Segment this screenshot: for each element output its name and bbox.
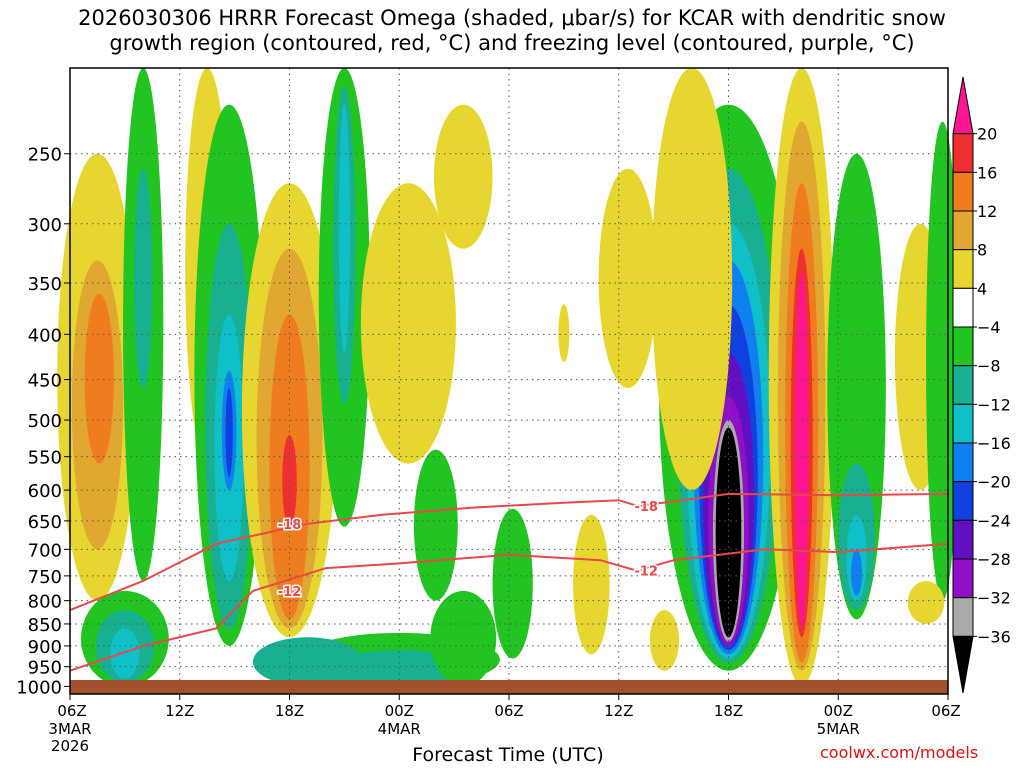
contour-label-0-0: -18	[278, 518, 302, 533]
contour-label-1-0: -12	[278, 585, 302, 600]
omega-region-21	[360, 183, 456, 464]
colorbar-label-11: −28	[977, 550, 1011, 569]
colorbar-segment-11	[952, 519, 974, 560]
omega-region-26	[430, 590, 497, 687]
colorbar-label-2: 12	[977, 202, 997, 221]
omega-region-28	[492, 508, 533, 659]
title-line-2: growth region (contoured, red, °C) and f…	[109, 31, 915, 55]
colorbar-segment-9	[952, 442, 974, 483]
colorbar-label-13: −36	[977, 627, 1011, 646]
omega-region-50	[851, 549, 863, 596]
y-tick-label-400: 400	[28, 325, 62, 346]
omega-region-52	[926, 121, 959, 601]
colorbar-label-3: 8	[977, 241, 987, 260]
omega-region-27	[413, 449, 458, 601]
x-tick-label-8: 06Z	[931, 702, 960, 720]
y-tick-label-750: 750	[28, 567, 62, 588]
y-tick-label-450: 450	[28, 371, 62, 392]
y-axis: 2503003504004505005506006507007508008509…	[16, 145, 70, 698]
y-tick-label-950: 950	[28, 658, 62, 679]
colorbar-bottom-arrow	[952, 635, 974, 694]
omega-region-45	[651, 68, 733, 491]
contour-line-1	[69, 542, 949, 672]
colorbar-label-6: −8	[977, 357, 1001, 376]
colorbar-segment-12	[952, 558, 974, 599]
colorbar-label-0: 20	[977, 125, 997, 144]
contour-label-0-1: -18	[634, 500, 658, 515]
omega-region-53	[907, 580, 945, 624]
contour-line-0	[69, 492, 949, 612]
colorbar-segment-7	[952, 365, 974, 405]
colorbar-label-4: 4	[977, 279, 987, 298]
colorbar-segment-6	[952, 326, 974, 367]
x-axis-title: Forecast Time (UTC)	[0, 744, 1024, 766]
contours: -18 -18 -12 -12	[69, 492, 949, 688]
y-tick-label-800: 800	[28, 592, 62, 613]
colorbar-segment-4	[952, 249, 974, 289]
x-tick-label-4: 06Z	[494, 702, 523, 720]
omega-shading	[57, 68, 959, 687]
colorbar-label-9: −20	[977, 473, 1011, 492]
x-tick-label-0: 06Z	[57, 702, 86, 720]
x-tick-label-6: 18Z	[714, 702, 743, 720]
colorbar-segment-8	[952, 403, 974, 444]
colorbar-label-10: −24	[977, 511, 1011, 530]
colorbar: 20 16 12 8 4 −4 −8 −12 −16 −20 −24 −28 −32 −36	[952, 76, 1011, 694]
colorbar-segment-10	[952, 481, 974, 521]
credit-text: coolwx.com/models	[820, 743, 979, 762]
title-line-1: 2026030306 HRRR Forecast Omega (shaded, …	[78, 6, 946, 30]
y-tick-label-600: 600	[28, 481, 62, 502]
omega-region-30	[558, 304, 570, 363]
omega-region-39	[715, 427, 742, 638]
y-tick-label-850: 850	[28, 615, 62, 636]
x-tick-label-5: 12Z	[604, 702, 633, 720]
omega-region-4	[134, 168, 153, 389]
y-tick-label-900: 900	[28, 637, 62, 658]
omega-region-13	[225, 388, 233, 478]
colorbar-label-5: −4	[977, 318, 1001, 337]
x-tick-label-7: 00Z	[824, 702, 853, 720]
x-date-label-0-0: 3MAR	[48, 720, 91, 738]
x-date-label-1-0: 4MAR	[378, 720, 421, 738]
colorbar-label-12: −32	[977, 589, 1011, 608]
x-tick-label-2: 18Z	[275, 702, 304, 720]
omega-region-54	[649, 610, 680, 671]
y-tick-label-250: 250	[28, 145, 62, 166]
x-tick-label-3: 00Z	[385, 702, 414, 720]
y-tick-label-700: 700	[28, 540, 62, 561]
y-tick-label-500: 500	[28, 411, 62, 432]
omega-region-7	[110, 628, 140, 679]
y-tick-label-650: 650	[28, 512, 62, 533]
omega-region-46	[598, 168, 658, 389]
colorbar-label-1: 16	[977, 163, 997, 182]
colorbar-segment-3	[952, 210, 974, 251]
omega-region-25	[252, 637, 363, 687]
y-tick-label-550: 550	[28, 448, 62, 469]
colorbar-top-arrow	[952, 76, 974, 135]
colorbar-segment-1	[952, 133, 974, 173]
omega-region-2	[84, 293, 114, 464]
colorbar-label-7: −12	[977, 395, 1011, 414]
ground-surface	[70, 680, 948, 694]
grid-lines	[70, 68, 948, 694]
colorbar-segment-2	[952, 171, 974, 212]
x-axis-title-text: Forecast Time (UTC)	[412, 744, 604, 766]
y-tick-label-300: 300	[28, 215, 62, 236]
colorbar-label-8: −16	[977, 434, 1011, 453]
colorbar-segment-5	[952, 287, 974, 328]
y-tick-label-350: 350	[28, 274, 62, 295]
x-tick-label-1: 12Z	[165, 702, 194, 720]
colorbar-segment-13	[952, 597, 974, 637]
omega-region-29	[573, 514, 610, 655]
contour-label-1-1: -12	[634, 565, 658, 580]
chart-title: 2026030306 HRRR Forecast Omega (shaded, …	[0, 6, 1024, 56]
omega-region-22	[434, 104, 493, 249]
omega-region-44	[795, 271, 809, 629]
y-tick-label-1000: 1000	[16, 677, 62, 698]
x-date-label-2-0: 5MAR	[817, 720, 860, 738]
x-date-label-0-1: 2026	[51, 737, 89, 755]
omega-region-20	[338, 104, 350, 354]
